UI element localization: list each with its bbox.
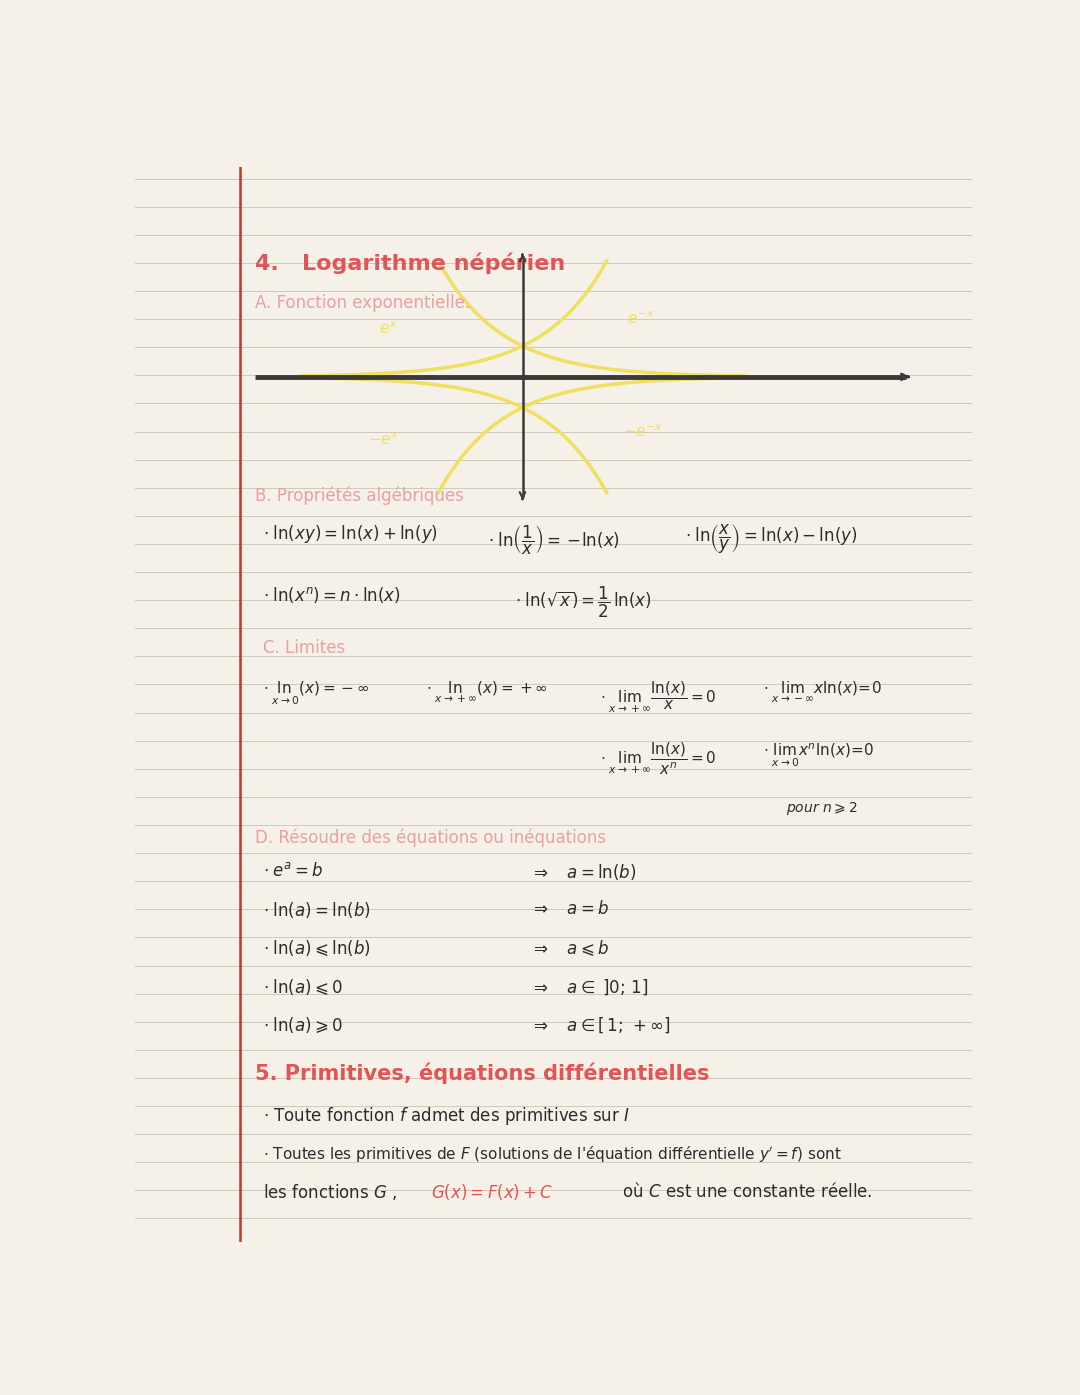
Text: B. Propriétés algébriques: B. Propriétés algébriques	[255, 487, 464, 505]
Text: $\cdot\; \ln(xy) = \ln(x) + \ln(y)$: $\cdot\; \ln(xy) = \ln(x) + \ln(y)$	[262, 523, 437, 545]
Text: $\cdot\; e^{a} = b$: $\cdot\; e^{a} = b$	[262, 862, 324, 880]
Text: $\cdot\; \ln(a) \leqslant 0$: $\cdot\; \ln(a) \leqslant 0$	[262, 978, 342, 996]
Text: C. Limites: C. Limites	[262, 639, 346, 657]
Text: $\cdot$ Toutes les primitives de $F$ (solutions de l'équation différentielle $y': $\cdot$ Toutes les primitives de $F$ (so…	[262, 1144, 841, 1163]
Text: $G(x) = F(x) + C$: $G(x) = F(x) + C$	[431, 1182, 553, 1202]
Text: $\cdot\; \ln\!\left(\dfrac{x}{y}\right) = \ln(x) - \ln(y)$: $\cdot\; \ln\!\left(\dfrac{x}{y}\right) …	[685, 523, 858, 557]
Text: $\cdot\;\underset{x\to 0}{\lim} x^n\ln(x)\!=\!0$: $\cdot\;\underset{x\to 0}{\lim} x^n\ln(x…	[762, 741, 874, 769]
Text: $\cdot\;\underset{x\to+\infty}{\ln}(x) = +\infty$: $\cdot\;\underset{x\to+\infty}{\ln}(x) =…	[426, 679, 548, 706]
Text: $\Rightarrow\quad a = b$: $\Rightarrow\quad a = b$	[530, 900, 609, 918]
Text: $\cdot\; \ln(a) \geqslant 0$: $\cdot\; \ln(a) \geqslant 0$	[262, 1016, 342, 1035]
Text: A. Fonction exponentielle.: A. Fonction exponentielle.	[255, 294, 470, 312]
Text: $\cdot\; \ln(a) = \ln(b)$: $\cdot\; \ln(a) = \ln(b)$	[262, 900, 370, 921]
Text: pour $n \geqslant 2$: pour $n \geqslant 2$	[786, 801, 858, 817]
Text: $\Rightarrow\quad a \leqslant b$: $\Rightarrow\quad a \leqslant b$	[530, 939, 609, 958]
Text: 5. Primitives, équations différentielles: 5. Primitives, équations différentielles	[255, 1062, 710, 1084]
Text: $-e^x$: $-e^x$	[367, 431, 399, 448]
Text: les fonctions $G$ ,: les fonctions $G$ ,	[262, 1182, 399, 1202]
Text: $\cdot\; \ln(\sqrt{x}) = \dfrac{1}{2}\,\ln(x)$: $\cdot\; \ln(\sqrt{x}) = \dfrac{1}{2}\,\…	[515, 585, 651, 619]
Text: $\cdot\;\underset{x\to-\infty}{\lim} x\ln(x)\!=\!0$: $\cdot\;\underset{x\to-\infty}{\lim} x\l…	[762, 679, 881, 704]
Text: $\Rightarrow\quad a = \ln(b)$: $\Rightarrow\quad a = \ln(b)$	[530, 862, 637, 882]
Text: $-e^{-x}$: $-e^{-x}$	[623, 423, 663, 439]
Text: $e^x$: $e^x$	[379, 321, 397, 338]
Text: $\cdot$ Toute fonction $f$ admet des primitives sur $I$: $\cdot$ Toute fonction $f$ admet des pri…	[262, 1105, 630, 1127]
Text: $\Rightarrow\quad a \in\; ]0;\, 1]$: $\Rightarrow\quad a \in\; ]0;\, 1]$	[530, 978, 649, 997]
Text: D. Résoudre des équations ou inéquations: D. Résoudre des équations ou inéquations	[255, 829, 606, 847]
Text: $\cdot\;\underset{x\to+\infty}{\lim}\dfrac{\ln(x)}{x} = 0$: $\cdot\;\underset{x\to+\infty}{\lim}\dfr…	[600, 679, 716, 716]
Text: $\cdot\; \ln(x^n) = n \cdot \ln(x)$: $\cdot\; \ln(x^n) = n \cdot \ln(x)$	[262, 585, 401, 605]
Text: $\cdot\; \ln\!\left(\dfrac{1}{x}\right) = -\!\ln(x)$: $\cdot\; \ln\!\left(\dfrac{1}{x}\right) …	[488, 523, 620, 557]
Text: $\Rightarrow\quad a \in [\, 1;\, +\infty]$: $\Rightarrow\quad a \in [\, 1;\, +\infty…	[530, 1016, 671, 1035]
Text: 4.   Logarithme népérien: 4. Logarithme népérien	[255, 252, 565, 273]
Text: $\cdot\; \ln(a) \leqslant \ln(b)$: $\cdot\; \ln(a) \leqslant \ln(b)$	[262, 939, 370, 958]
Text: où $C$ est une constante réelle.: où $C$ est une constante réelle.	[617, 1182, 873, 1201]
Text: $\cdot\;\underset{x\to+\infty}{\lim}\dfrac{\ln(x)}{x^n} = 0$: $\cdot\;\underset{x\to+\infty}{\lim}\dfr…	[600, 741, 716, 777]
Text: $e^{-x}$: $e^{-x}$	[627, 311, 654, 328]
Text: $\cdot\;\underset{x\to 0}{\ln}(x) = -\infty$: $\cdot\;\underset{x\to 0}{\ln}(x) = -\in…	[262, 679, 369, 707]
